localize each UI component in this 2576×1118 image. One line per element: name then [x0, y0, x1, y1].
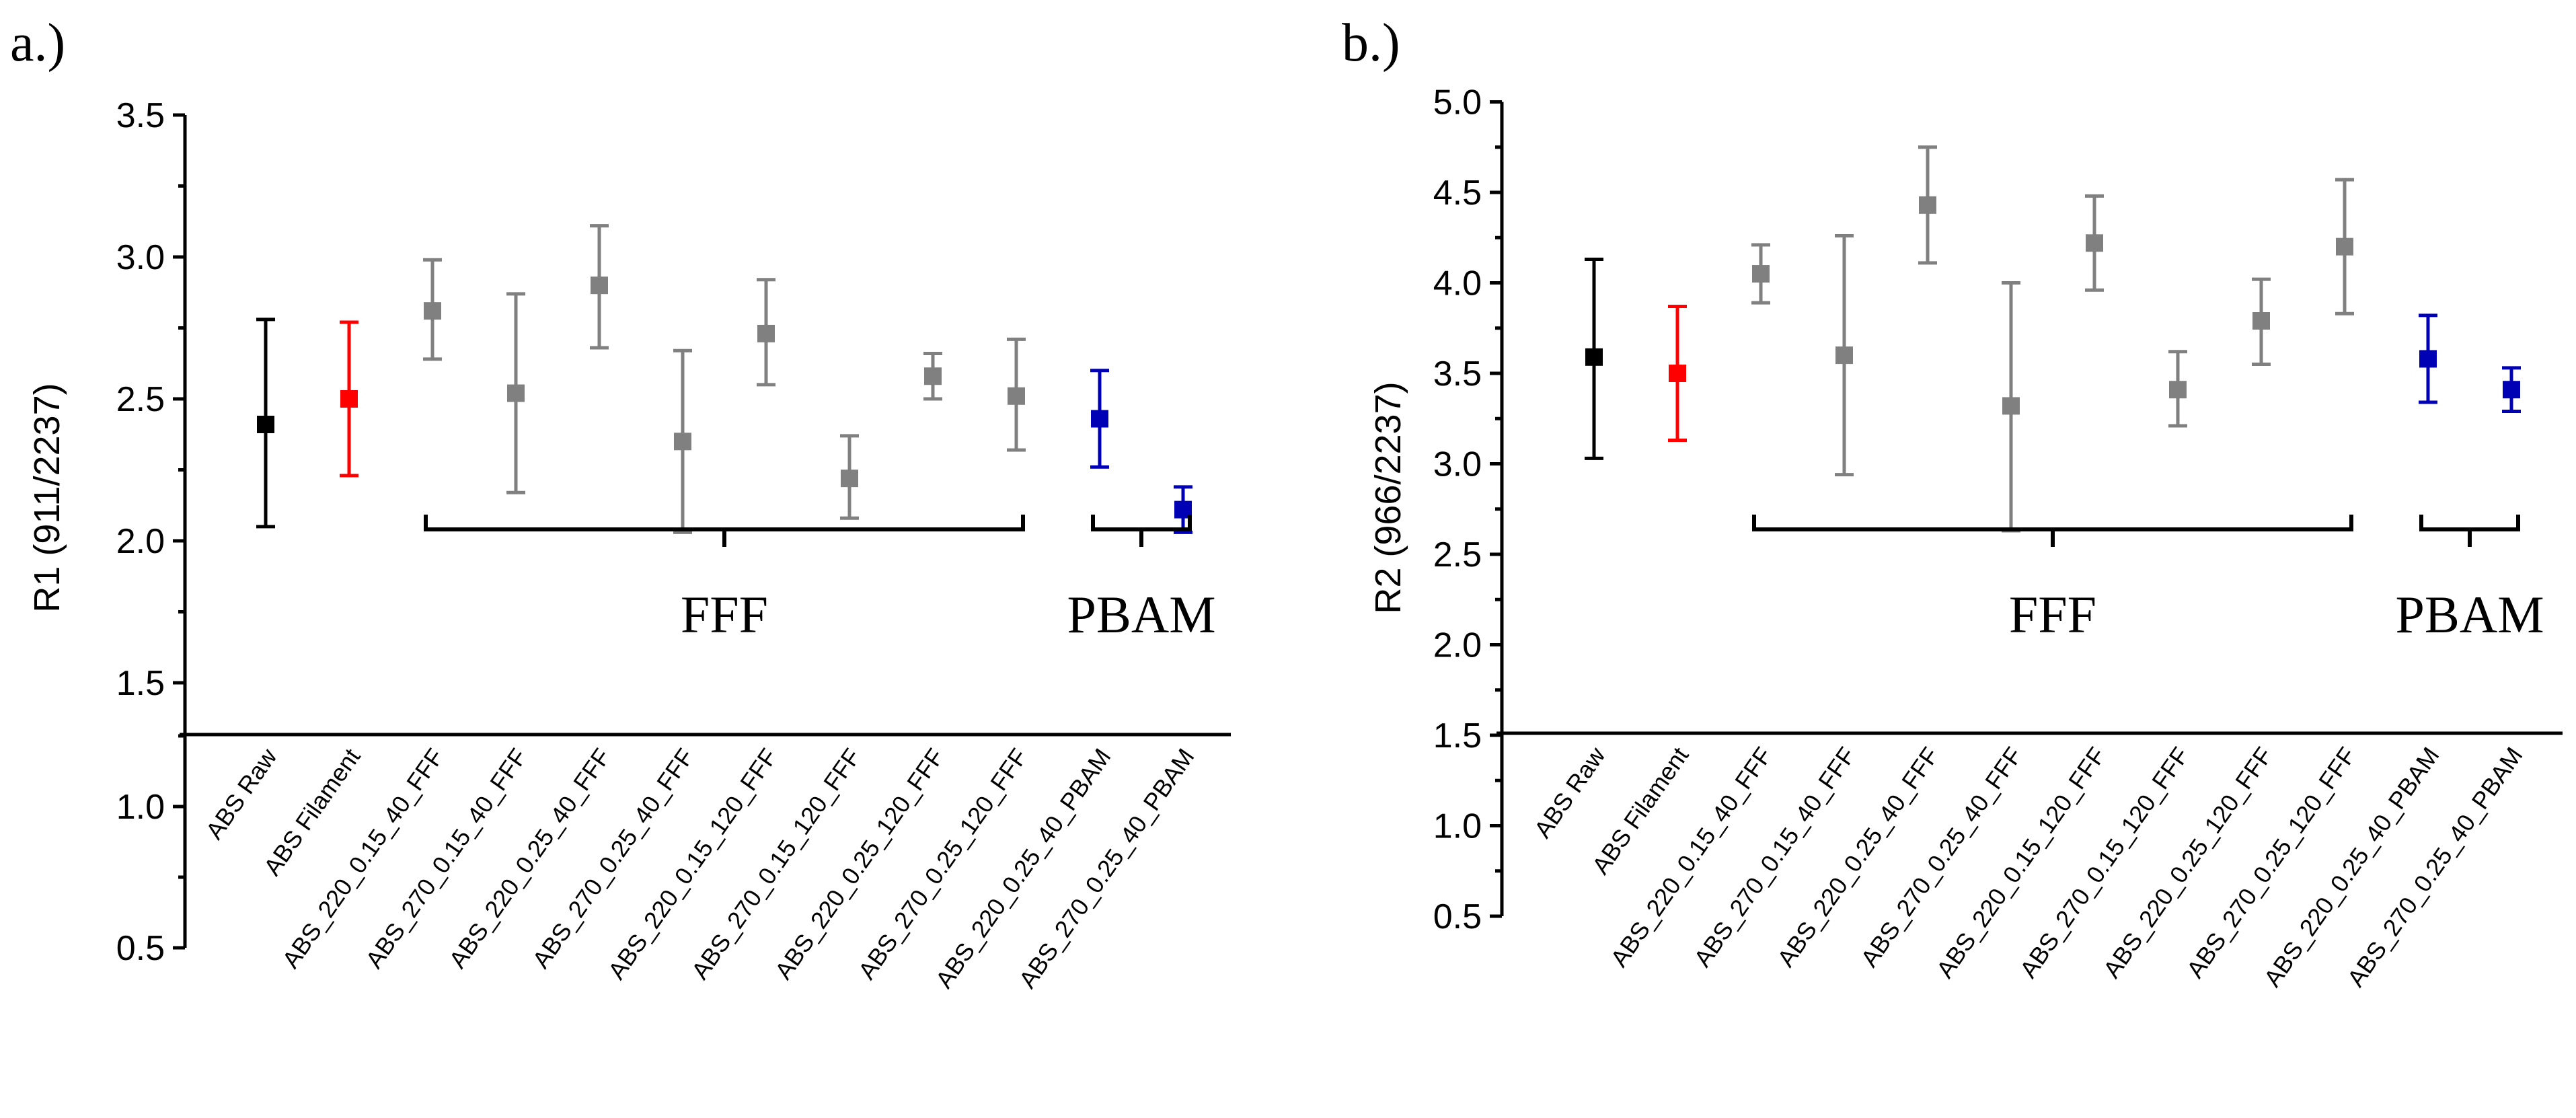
panel-label: b.) [1342, 13, 1400, 73]
data-point [1835, 346, 1853, 365]
data-point [2002, 397, 2020, 415]
data-point [2419, 350, 2437, 368]
category-label: ABS_220_0.25_40_PBAM [930, 743, 1116, 993]
category-label: ABS_220_0.15_120_FFF [1931, 742, 2111, 983]
category-label: ABS_270_0.15_40_FFF [360, 743, 532, 973]
y-tick-label: 2.0 [116, 522, 165, 561]
category-label: ABS_270_0.25_40_PBAM [1014, 743, 1200, 993]
y-tick-label: 4.0 [1433, 264, 1482, 303]
category-label: ABS_270_0.15_40_FFF [1688, 742, 1860, 972]
y-tick-label: 1.0 [1433, 807, 1482, 846]
data-point [924, 367, 942, 385]
y-tick-label: 3.5 [1433, 355, 1482, 394]
y-axis-title: R2 (966/2237) [1368, 381, 1408, 613]
data-point [757, 324, 775, 342]
y-tick-label: 2.0 [1433, 626, 1482, 665]
group-bracket [424, 515, 1025, 547]
category-label: ABS_270_0.25_40_FFF [527, 743, 699, 973]
group-bracket [2419, 515, 2520, 547]
data-point [2252, 311, 2270, 330]
group-bracket [1752, 515, 2353, 547]
group-label: FFF [681, 585, 768, 644]
group-label: PBAM [2395, 585, 2544, 644]
category-label: ABS_220_0.25_40_FFF [1772, 742, 1944, 972]
y-tick-label: 2.5 [116, 380, 165, 419]
group-bracket [1091, 515, 1192, 547]
data-point [1919, 196, 1936, 214]
data-point [424, 302, 441, 320]
y-tick-label: 1.5 [116, 664, 165, 703]
category-label: ABS_220_0.25_40_FFF [443, 743, 615, 973]
category-label: ABS_270_0.25_40_FFF [1855, 742, 2027, 972]
data-point [591, 276, 608, 295]
group-label: FFF [2009, 585, 2096, 644]
category-label: ABS_270_0.25_120_FFF [2181, 742, 2361, 983]
data-point [1091, 410, 1108, 428]
panel-b: b.) R2 (966/2237) 0.5 1.0 1.5 2.0 2.5 3.0 3.5 4.0… [1342, 13, 2563, 992]
category-label: ABS_270_0.15_120_FFF [686, 743, 866, 984]
category-label: ABS Raw [1529, 741, 1612, 843]
y-tick-label: 1.5 [1433, 716, 1482, 755]
category-label: ABS_220_0.25_120_FFF [2098, 742, 2278, 983]
y-axis-title: R1 (911/2237) [27, 383, 67, 612]
y-tick-label: 5.0 [1433, 83, 1482, 122]
data-point [257, 415, 274, 433]
category-label: ABS_270_0.25_120_FFF [853, 743, 1033, 984]
data-point [2086, 234, 2103, 252]
y-tick-label: 3.0 [116, 238, 165, 277]
y-tick-label: 3.0 [1433, 445, 1482, 484]
category-label: ABS_220_0.25_120_FFF [769, 743, 950, 984]
panel-a: a.) R1 (911/2237) 0.5 1.0 1.5 2.0 2.5 3.0 3.5 ABS… [10, 13, 1231, 993]
group-label: PBAM [1067, 585, 1215, 644]
category-label: ABS Raw [200, 743, 283, 844]
data-point [2336, 237, 2353, 256]
data-point [1585, 348, 1603, 366]
data-point [674, 433, 691, 451]
data-point [1669, 365, 1686, 382]
category-label: ABS_220_0.15_40_FFF [276, 743, 449, 973]
category-label: ABS_220_0.25_40_PBAM [2259, 742, 2445, 992]
data-point [1008, 387, 1025, 405]
y-tick-label: 1.0 [116, 788, 165, 827]
data-point [1752, 265, 1770, 283]
y-tick-label: 0.5 [116, 929, 165, 968]
y-tick-label: 4.5 [1433, 174, 1482, 213]
category-label: ABS_220_0.15_120_FFF [603, 743, 783, 984]
y-tick-label: 2.5 [1433, 535, 1482, 574]
data-point [2169, 381, 2187, 399]
data-point [507, 384, 525, 402]
data-point [841, 470, 858, 488]
y-tick-label: 0.5 [1433, 897, 1482, 936]
category-label: ABS_270_0.15_120_FFF [2014, 742, 2195, 983]
panel-label: a.) [10, 13, 65, 73]
data-point [2503, 381, 2520, 399]
category-label: ABS_270_0.25_40_PBAM [2342, 742, 2528, 992]
category-label: ABS_220_0.15_40_FFF [1605, 742, 1777, 972]
data-point [340, 390, 358, 408]
y-tick-label: 3.5 [116, 96, 165, 135]
